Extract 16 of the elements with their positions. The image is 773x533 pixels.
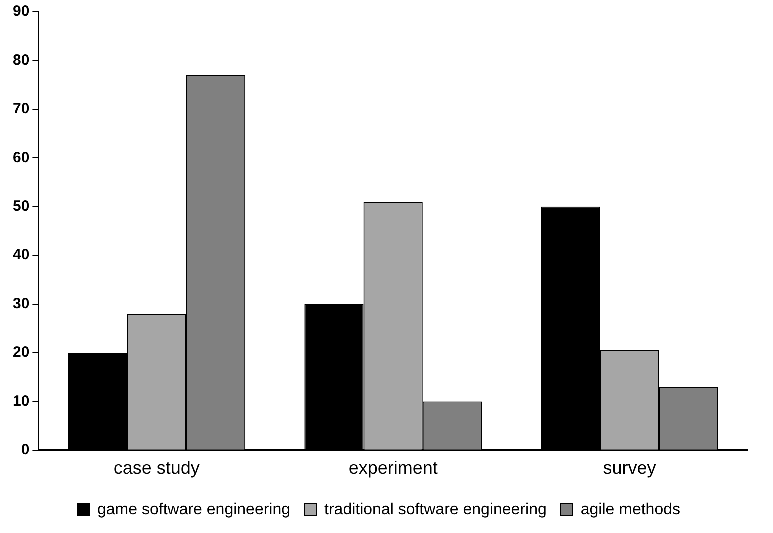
y-tick-label: 40 [12,246,30,264]
y-tick-label: 90 [12,3,30,20]
y-tick-label: 70 [12,100,30,118]
legend-label: game software engineering [98,501,291,518]
x-tick-label: survey [603,458,656,478]
y-tick-label: 60 [12,149,30,166]
y-tick-label: 10 [12,392,30,410]
x-tick-label: case study [114,458,200,478]
y-tick-label: 30 [12,295,30,312]
y-tick-label: 80 [12,52,30,69]
y-tick-label: 0 [21,442,30,459]
legend-label: traditional software engineering [324,501,547,518]
legend-label: agile methods [580,501,680,518]
x-tick-label: experiment [348,458,438,478]
y-tick-label: 50 [12,198,30,215]
y-tick-label: 20 [12,344,30,362]
